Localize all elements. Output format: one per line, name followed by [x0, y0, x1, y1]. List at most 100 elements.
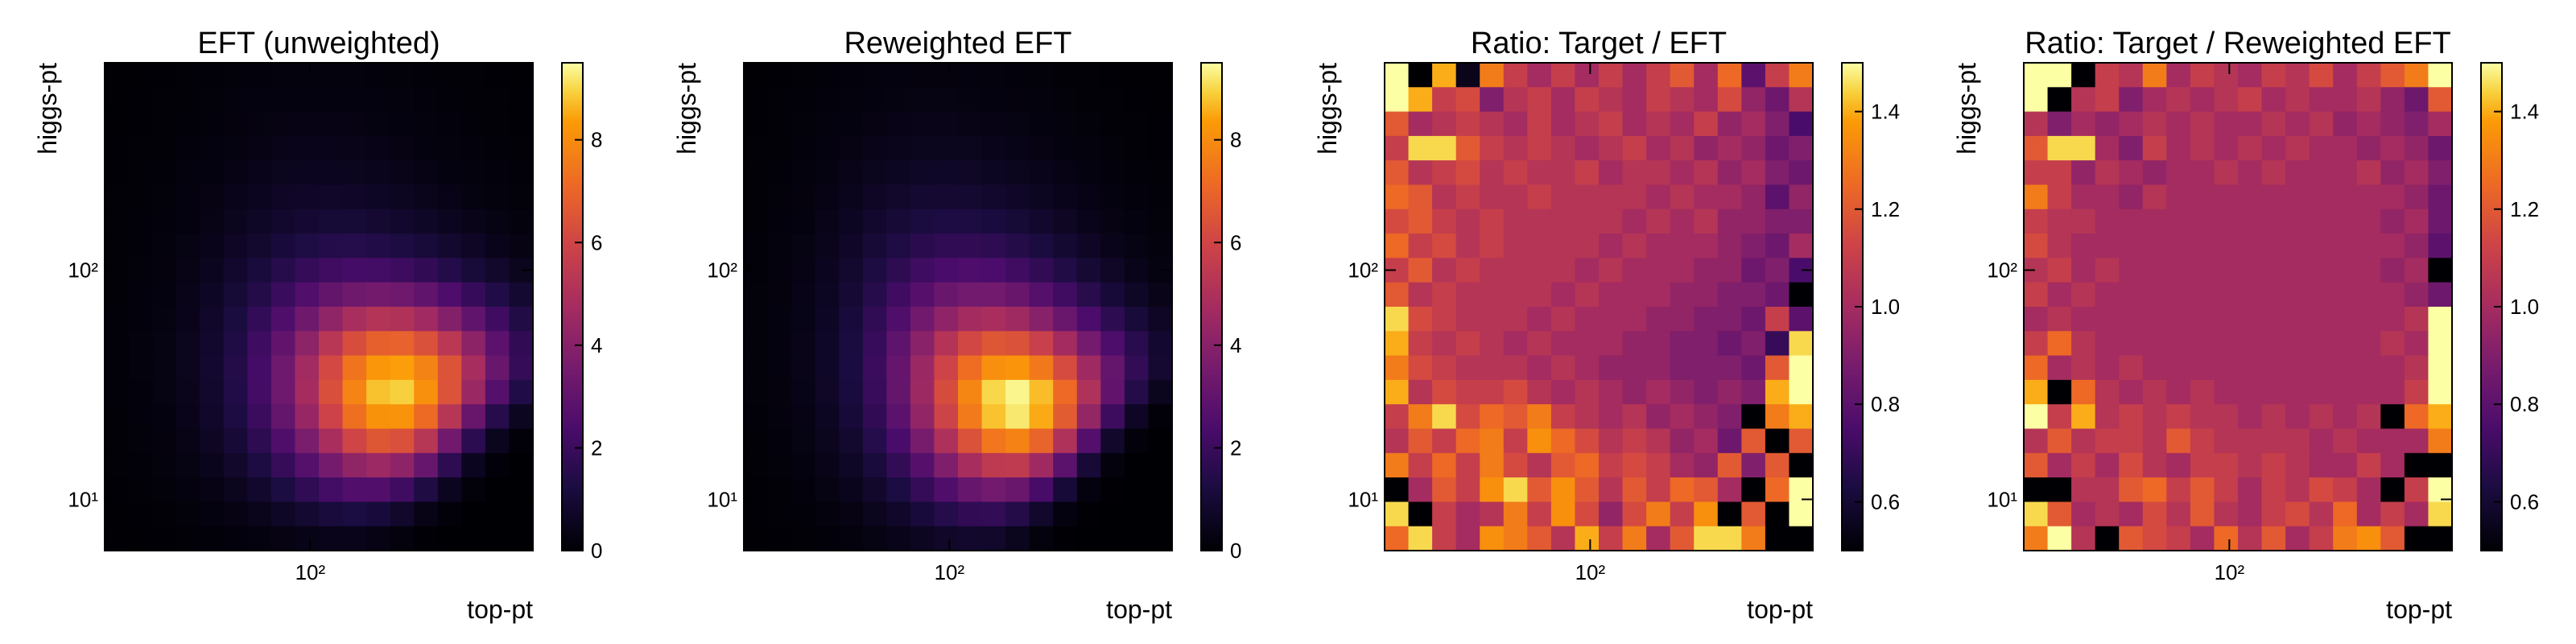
colorbar-tick-label: 1.2: [2510, 197, 2539, 221]
heatmap-cell: [366, 63, 391, 88]
heatmap-cell: [744, 404, 769, 430]
heatmap-cell: [1029, 184, 1054, 210]
heatmap-cell: [390, 111, 415, 137]
heatmap-cell: [1550, 355, 1576, 381]
heatmap-cell: [366, 404, 391, 430]
heatmap-cell: [2380, 331, 2405, 357]
heatmap-cell: [1029, 233, 1054, 258]
heatmap-cell: [390, 307, 415, 332]
colorbar-tick-label: 0: [1230, 539, 1241, 563]
heatmap-cell: [1694, 87, 1719, 113]
heatmap-cell: [342, 111, 367, 137]
heatmap-cell: [1480, 452, 1505, 478]
heatmap-cell: [744, 355, 769, 381]
heatmap-cell: [2166, 379, 2191, 405]
heatmap-cell: [1694, 111, 1719, 137]
heatmap-cell: [437, 111, 462, 137]
heatmap-cell: [1550, 184, 1576, 210]
heatmap-cell: [366, 208, 391, 234]
heatmap-cell: [744, 282, 769, 308]
heatmap-cell: [1694, 452, 1719, 478]
heatmap-cell: [2142, 526, 2167, 551]
heatmap-cell: [2047, 477, 2072, 502]
heatmap-cell: [509, 282, 534, 308]
heatmap-cell: [1455, 404, 1480, 430]
heatmap-cell: [1694, 502, 1719, 527]
heatmap-cell: [2190, 355, 2215, 381]
heatmap-cell: [1741, 63, 1766, 88]
heatmap-cell: [2404, 184, 2429, 210]
heatmap-cell: [2356, 355, 2381, 381]
heatmap-cell: [1550, 87, 1576, 113]
heatmap-cell: [791, 282, 816, 308]
heatmap-cell: [1408, 331, 1433, 357]
heatmap-cell: [2238, 160, 2263, 186]
heatmap-cell: [437, 355, 462, 381]
heatmap-cell: [2119, 87, 2144, 113]
heatmap-cell: [2047, 135, 2072, 161]
heatmap-cell: [815, 526, 840, 551]
heatmap-cell: [1432, 233, 1457, 258]
heatmap-cell: [1100, 379, 1125, 405]
heatmap-cell: [1599, 63, 1624, 88]
colorbar-tick-label: 0: [591, 539, 602, 563]
heatmap-cell: [2024, 87, 2049, 113]
colorbar-tick-label: 1.4: [1871, 100, 1900, 124]
heatmap-cell: [2166, 258, 2191, 283]
heatmap-cell: [509, 111, 534, 137]
heatmap-cell: [839, 355, 864, 381]
heatmap-cell: [390, 282, 415, 308]
heatmap-cell: [128, 160, 153, 186]
heatmap-cell: [958, 282, 983, 308]
heatmap-cell: [1646, 111, 1671, 137]
heatmap-cell: [791, 160, 816, 186]
heatmap-cell: [200, 111, 225, 137]
colorbar-tick-label: 0.6: [2510, 489, 2539, 514]
heatmap-cell: [509, 184, 534, 210]
heatmap-cell: [223, 355, 248, 381]
heatmap-cell: [2047, 502, 2072, 527]
heatmap-cell: [744, 452, 769, 478]
heatmap-cell: [1575, 404, 1600, 430]
heatmap-cell: [1124, 63, 1150, 88]
heatmap-cell: [2024, 63, 2049, 88]
heatmap-cell: [366, 355, 391, 381]
heatmap-cell: [437, 307, 462, 332]
heatmap-cell: [2047, 355, 2072, 381]
heatmap-cell: [910, 184, 935, 210]
heatmap-cell: [839, 258, 864, 283]
heatmap-cells: [1385, 63, 1814, 551]
heatmap-cell: [509, 355, 534, 381]
heatmap-cell: [2095, 208, 2120, 234]
heatmap-cell: [2190, 282, 2215, 308]
heatmap-cell: [390, 233, 415, 258]
heatmap-cell: [2404, 379, 2429, 405]
heatmap-cell: [1575, 63, 1600, 88]
heatmap-cell: [862, 184, 887, 210]
heatmap-cell: [1124, 282, 1150, 308]
x-axis-label: top-pt: [467, 595, 533, 624]
heatmap-cell: [1005, 331, 1030, 357]
heatmap-cell: [1622, 160, 1647, 186]
heatmap-cell: [1385, 404, 1410, 430]
heatmap-cell: [2190, 233, 2215, 258]
axis-ticks: [105, 63, 533, 551]
heatmap-cell: [152, 208, 177, 234]
heatmap-cell: [342, 282, 367, 308]
panel-title: Reweighted EFT: [844, 27, 1071, 60]
heatmap-cell: [981, 428, 1006, 454]
heatmap-cell: [1408, 135, 1433, 161]
heatmap-cell: [152, 428, 177, 454]
heatmap-cell: [815, 379, 840, 405]
heatmap-cell: [2190, 526, 2215, 551]
heatmap-cell: [958, 452, 983, 478]
heatmap-cell: [509, 477, 534, 502]
heatmap-cell: [2190, 184, 2215, 210]
heatmap-cell: [1717, 355, 1742, 381]
heatmap-cell: [1741, 379, 1766, 405]
heatmap-cell: [1670, 355, 1695, 381]
heatmap-cell: [1480, 160, 1505, 186]
heatmap-cell: [1694, 233, 1719, 258]
heatmap-cell: [1385, 282, 1410, 308]
heatmap-cell: [1385, 233, 1410, 258]
